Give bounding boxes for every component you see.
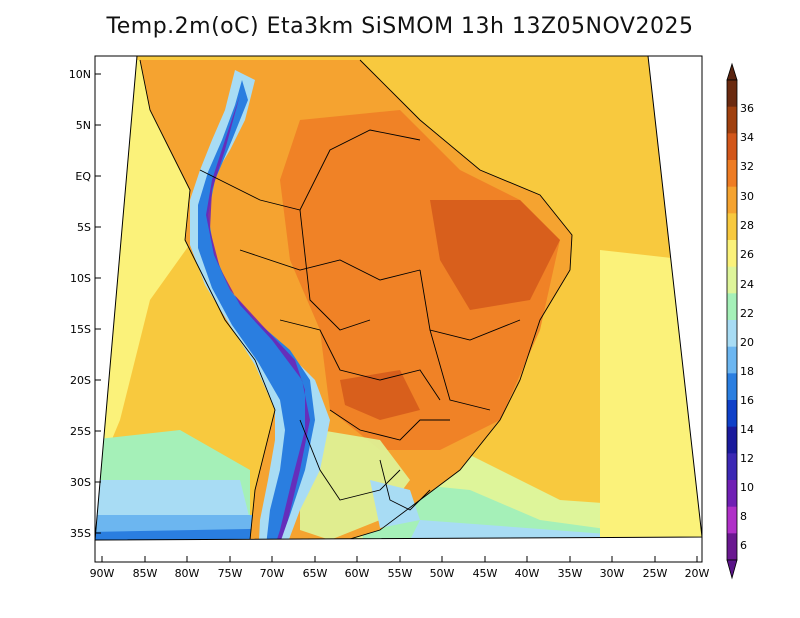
colorbar-bottom-arrow (726, 559, 738, 580)
colorbar-swatch (727, 186, 737, 214)
andes-cold (198, 80, 315, 540)
colorbar-label: 12 (740, 452, 754, 465)
colorbar-label: 14 (740, 423, 754, 436)
lat-label: 5N (76, 119, 91, 132)
lat-label: 30S (70, 476, 91, 489)
lat-label: 10N (69, 68, 91, 81)
colorbar-label: 6 (740, 539, 747, 552)
colorbar-swatch (727, 293, 737, 321)
colorbar-label: 24 (740, 278, 754, 291)
plot-frame (94, 55, 703, 563)
colorbar-swatch (727, 373, 737, 401)
colorbar-label: 36 (740, 102, 754, 115)
map-field (95, 56, 702, 540)
interior-warm (280, 110, 560, 450)
colorbar-label: 28 (740, 219, 754, 232)
colorbar-label: 30 (740, 190, 754, 203)
lat-axis (95, 73, 101, 534)
lon-label: 40W (515, 567, 540, 580)
lon-label: 55W (388, 567, 413, 580)
lon-label: 50W (430, 567, 455, 580)
lon-label: 20W (685, 567, 710, 580)
lat-label: 15S (70, 323, 91, 336)
colorbar-swatch (727, 320, 737, 348)
lat-label: EQ (75, 170, 91, 183)
lon-label: 90W (90, 567, 115, 580)
colorbar-swatch (727, 346, 737, 374)
lon-label: 35W (558, 567, 583, 580)
lon-label: 85W (133, 567, 158, 580)
colorbar-label: 16 (740, 394, 754, 407)
colorbar-swatch (727, 533, 737, 561)
lon-label: 60W (345, 567, 370, 580)
colorbar-swatches (726, 79, 738, 561)
colorbar-swatch (727, 400, 737, 428)
colorbar-swatch (727, 266, 737, 294)
lat-label: 35S (70, 527, 91, 540)
lat-label: 10S (70, 272, 91, 285)
map-title: Temp.2m(oC) Eta3km SiSMOM 13h 13Z05NOV20… (106, 14, 694, 39)
colorbar-swatch (727, 160, 737, 188)
colorbar-label: 10 (740, 481, 754, 494)
uruguay-cool (370, 480, 420, 528)
colorbar-label: 20 (740, 336, 754, 349)
lon-label: 45W (473, 567, 498, 580)
colorbar-swatch (727, 80, 737, 108)
lat-label: 25S (70, 425, 91, 438)
colorbar-label: 34 (740, 131, 754, 144)
colorbar-label: 32 (740, 160, 754, 173)
colorbar-swatch (727, 133, 737, 161)
lon-label: 25W (643, 567, 668, 580)
lon-axis (101, 556, 698, 562)
lon-label: 65W (303, 567, 328, 580)
colorbar-swatch (727, 480, 737, 508)
country-borders (139, 59, 573, 540)
northeast-hot (430, 200, 560, 310)
colorbar-swatch (727, 213, 737, 241)
lon-label: 75W (218, 567, 243, 580)
colorbar: 36 34 32 30 28 26 24 22 20 18 16 14 12 1… (726, 62, 754, 580)
colorbar-swatch (727, 106, 737, 134)
colorbar-swatch (727, 240, 737, 268)
colorbar-top-arrow (726, 62, 738, 81)
lon-label: 80W (175, 567, 200, 580)
colorbar-label: 8 (740, 510, 747, 523)
colorbar-label: 26 (740, 248, 754, 261)
atlantic-south-cool (360, 480, 660, 540)
lat-label: 5S (77, 221, 91, 234)
colorbar-label: 22 (740, 307, 754, 320)
colorbar-swatch (727, 506, 737, 534)
colorbar-label: 18 (740, 365, 754, 378)
lon-label: 70W (260, 567, 285, 580)
lon-label: 30W (600, 567, 625, 580)
chaco-hot (340, 370, 420, 420)
atlantic-south-cooler (400, 520, 620, 540)
east-atlantic-mild (600, 250, 702, 540)
colorbar-swatch (727, 426, 737, 454)
lat-label: 20S (70, 374, 91, 387)
colorbar-swatch (727, 453, 737, 481)
